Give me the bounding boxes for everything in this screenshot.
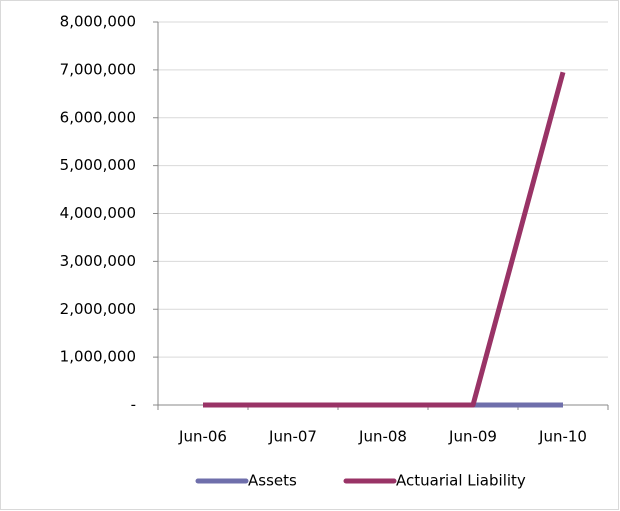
y-tick-label: 3,000,000 (60, 252, 136, 270)
x-tick-label: Jun-09 (448, 428, 497, 446)
y-tick-label: - (131, 396, 136, 414)
y-tick-label: 8,000,000 (60, 13, 136, 31)
y-tick-label: 6,000,000 (60, 108, 136, 126)
x-tick-label: Jun-10 (538, 428, 587, 446)
legend-label: Actuarial Liability (396, 472, 526, 490)
y-tick-label: 7,000,000 (60, 60, 136, 78)
legend-label: Assets (248, 472, 297, 490)
x-tick-label: Jun-07 (268, 428, 317, 446)
series-line (203, 71, 566, 408)
y-tick-label: 4,000,000 (60, 204, 136, 222)
x-tick-label: Jun-06 (178, 428, 227, 446)
y-tick-label: 2,000,000 (60, 300, 136, 318)
y-tick-label: 5,000,000 (60, 156, 136, 174)
y-tick-label: 1,000,000 (60, 348, 136, 366)
x-tick-label: Jun-08 (358, 428, 407, 446)
